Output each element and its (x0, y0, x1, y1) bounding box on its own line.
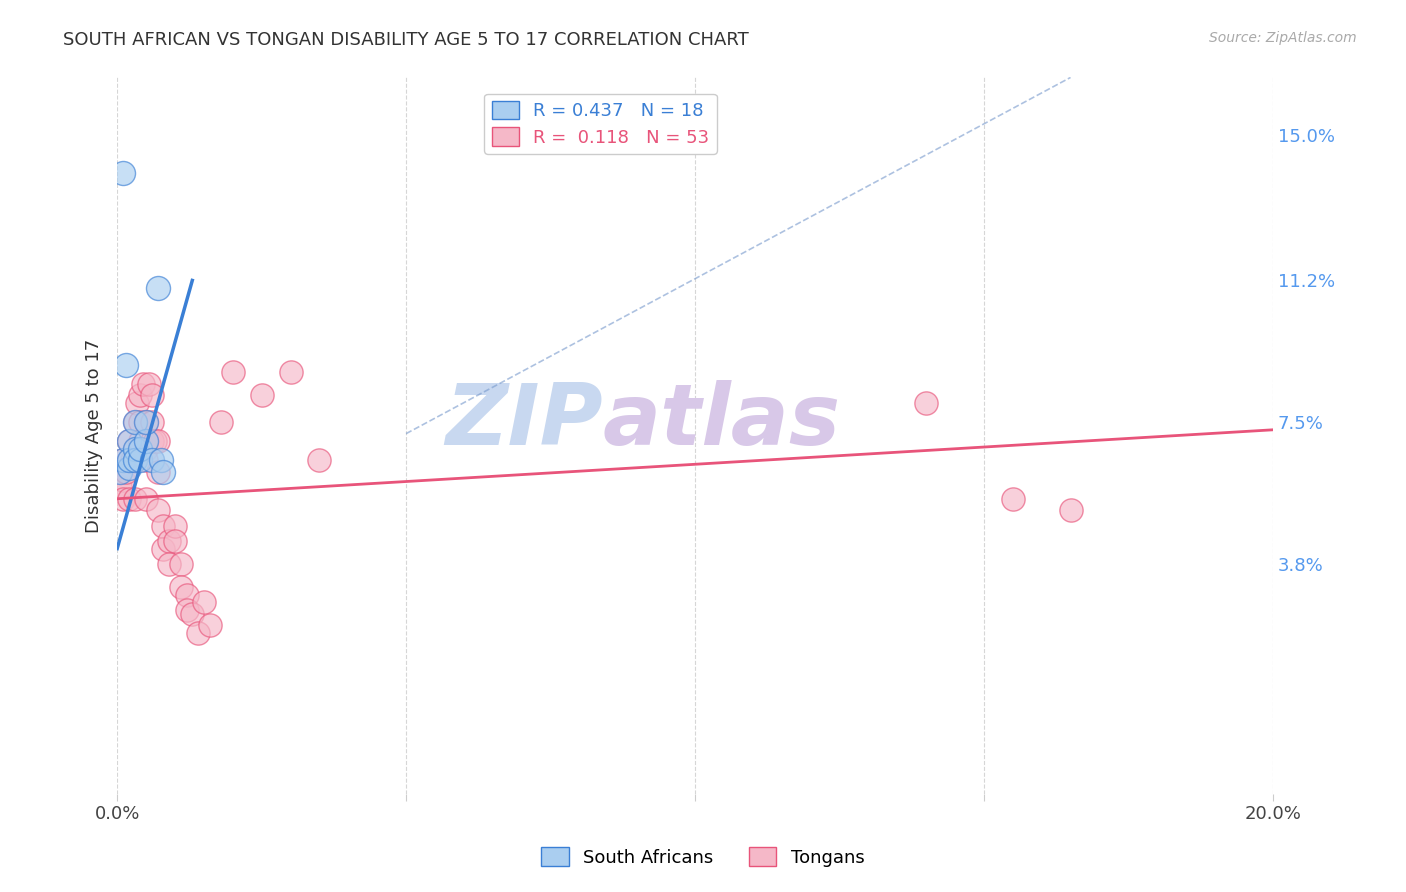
Point (135, 453, 157, 467)
Point (124, 491, 146, 506)
Point (152, 465, 174, 479)
Point (129, 442, 152, 456)
Point (176, 603, 198, 617)
Point (915, 396, 938, 410)
Point (181, 607, 204, 621)
Legend: R = 0.437   N = 18, R =  0.118   N = 53: R = 0.437 N = 18, R = 0.118 N = 53 (485, 94, 717, 154)
Point (124, 453, 146, 467)
Point (146, 465, 169, 479)
Point (118, 491, 141, 506)
Point (250, 388, 273, 402)
Point (129, 415, 152, 429)
Point (143, 434, 166, 449)
Point (141, 434, 163, 449)
Point (141, 388, 163, 402)
Point (222, 365, 245, 379)
Point (152, 518, 174, 533)
Point (124, 442, 146, 456)
Point (111, 166, 134, 180)
Text: SOUTH AFRICAN VS TONGAN DISABILITY AGE 5 TO 17 CORRELATION CHART: SOUTH AFRICAN VS TONGAN DISABILITY AGE 5… (63, 31, 749, 49)
Point (118, 461, 141, 475)
Point (127, 396, 149, 410)
Text: ZIP: ZIP (444, 380, 603, 463)
Point (129, 453, 152, 467)
Point (157, 557, 180, 571)
Legend: South Africans, Tongans: South Africans, Tongans (534, 840, 872, 874)
Point (135, 442, 157, 456)
Point (146, 434, 169, 449)
Text: atlas: atlas (603, 380, 841, 463)
Point (118, 434, 141, 449)
Point (1059, 503, 1081, 517)
Point (135, 491, 157, 506)
Point (193, 595, 215, 609)
Point (149, 453, 172, 467)
Point (121, 453, 143, 467)
Point (108, 465, 131, 479)
Point (118, 453, 141, 467)
Text: Source: ZipAtlas.com: Source: ZipAtlas.com (1209, 31, 1357, 45)
Point (163, 518, 186, 533)
Point (115, 465, 138, 479)
Y-axis label: Disability Age 5 to 17: Disability Age 5 to 17 (86, 338, 103, 533)
Point (124, 415, 146, 429)
Point (170, 557, 193, 571)
Point (111, 491, 134, 506)
Point (187, 625, 209, 640)
Point (138, 376, 160, 391)
Point (118, 434, 141, 449)
Point (141, 453, 163, 467)
Point (170, 580, 193, 594)
Point (135, 415, 157, 429)
Point (146, 503, 169, 517)
Point (198, 618, 221, 632)
Point (135, 415, 157, 429)
Point (124, 453, 146, 467)
Point (108, 465, 131, 479)
Point (111, 453, 134, 467)
Point (209, 415, 232, 429)
Point (129, 434, 152, 449)
Point (135, 434, 157, 449)
Point (141, 415, 163, 429)
Point (1001, 491, 1024, 506)
Point (124, 415, 146, 429)
Point (163, 533, 186, 548)
Point (118, 453, 141, 467)
Point (111, 453, 134, 467)
Point (129, 388, 152, 402)
Point (152, 541, 174, 556)
Point (176, 587, 198, 601)
Point (280, 365, 302, 379)
Point (115, 358, 138, 372)
Point (157, 533, 180, 548)
Point (124, 442, 146, 456)
Point (132, 376, 155, 391)
Point (111, 473, 134, 487)
Point (146, 281, 169, 295)
Point (108, 480, 131, 494)
Point (308, 453, 330, 467)
